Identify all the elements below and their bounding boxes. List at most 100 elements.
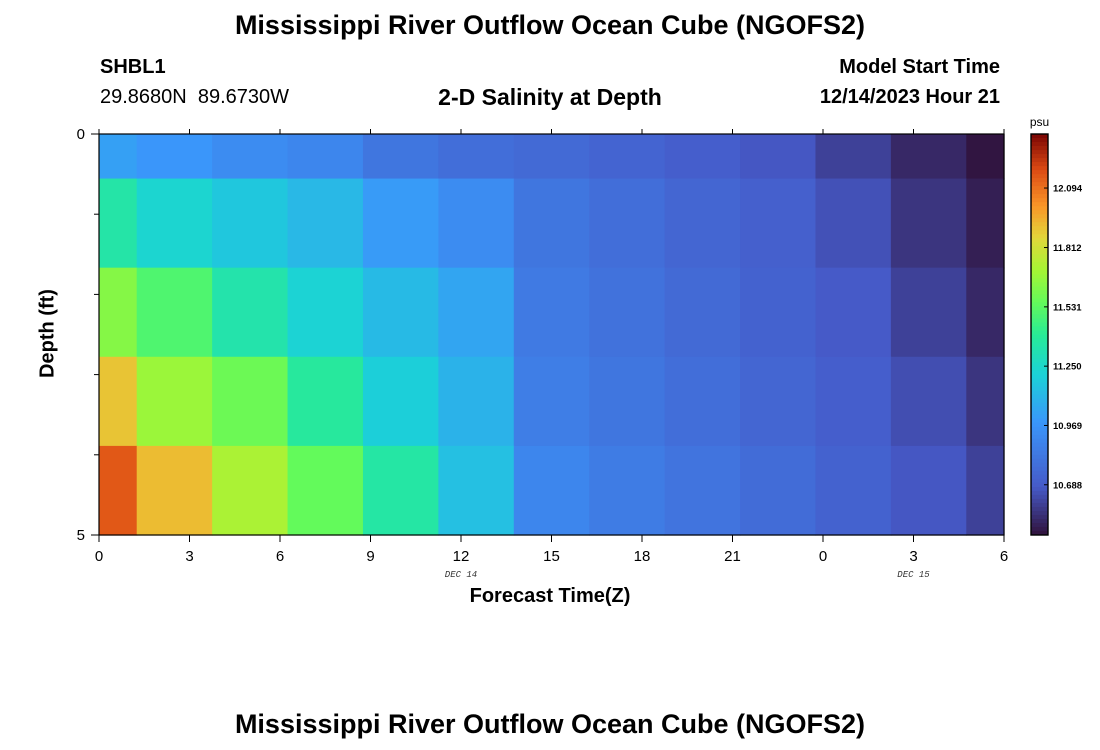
colorbar-segment: [1031, 178, 1048, 183]
colorbar-segment: [1031, 386, 1048, 392]
y-axis-ticks: 05: [77, 126, 99, 544]
heatmap-cell: [815, 178, 892, 269]
heatmap-cell: [136, 178, 213, 269]
heatmap-cell: [99, 356, 138, 447]
x-tick-label: 18: [634, 548, 651, 565]
colorbar-segment: [1031, 314, 1048, 319]
heatmap-cell: [589, 134, 666, 180]
colorbar-segment: [1031, 486, 1048, 492]
heatmap-cell: [589, 445, 666, 536]
heatmap-cell: [966, 178, 1005, 269]
colorbar-segment: [1031, 350, 1048, 356]
colorbar-segment: [1031, 450, 1048, 456]
colorbar-segment: [1031, 478, 1048, 484]
heatmap-cell: [212, 134, 289, 180]
page-title-bottom: Mississippi River Outflow Ocean Cube (NG…: [234, 709, 866, 739]
y-tick-label: 5: [77, 527, 85, 544]
colorbar-tick-label: 11.250: [1053, 362, 1082, 373]
colorbar-segment: [1031, 514, 1048, 520]
colorbar-segment: [1031, 326, 1048, 331]
heatmap-cell: [966, 134, 1005, 180]
colorbar-segment: [1031, 362, 1048, 368]
colorbar-segment: [1031, 474, 1048, 480]
station-id: SHBL1: [100, 56, 166, 78]
colorbar-segment: [1031, 494, 1048, 500]
colorbar-segment: [1031, 138, 1048, 143]
colorbar-segment: [1031, 150, 1048, 155]
colorbar-segment: [1031, 330, 1048, 335]
colorbar-segment: [1031, 394, 1048, 400]
heatmap-cell: [890, 267, 967, 358]
colorbar-frame: [1030, 133, 1049, 536]
colorbar-segment: [1031, 402, 1048, 408]
colorbar-segment: [1031, 198, 1048, 203]
colorbar-segment: [1031, 406, 1048, 412]
date-label: DEC 15: [897, 570, 930, 580]
heatmap-cell: [513, 134, 590, 180]
colorbar-segment: [1031, 194, 1048, 199]
colorbar-segment: [1031, 250, 1048, 255]
heatmap-cell: [136, 267, 213, 358]
colorbar-segment: [1031, 202, 1048, 207]
colorbar-tick-label: 10.969: [1053, 421, 1082, 432]
x-axis-ticks: 0 3 6 9 12 15 18 21 0 3 6: [95, 129, 1008, 565]
heatmap-cell: [589, 267, 666, 358]
colorbar-segment: [1031, 366, 1048, 372]
colorbar-segment: [1031, 254, 1048, 259]
station-coords: 29.8680N 89.6730W: [100, 86, 290, 108]
heatmap-cell: [287, 445, 364, 536]
colorbar-segment: [1031, 266, 1048, 271]
heatmap-cell: [740, 356, 817, 447]
heatmap-cell: [287, 178, 364, 269]
colorbar-segment: [1031, 446, 1048, 452]
x-tick-label: 15: [543, 548, 560, 565]
colorbar-tick-label: 11.531: [1053, 302, 1082, 313]
heatmap-cell: [362, 445, 439, 536]
heatmap-cell: [287, 356, 364, 447]
heatmap-cell: [287, 134, 364, 180]
heatmap-cell: [740, 445, 817, 536]
colorbar-segment: [1031, 294, 1048, 299]
colorbar-segment: [1031, 274, 1048, 279]
colorbar-segment: [1031, 146, 1048, 151]
colorbar-segment: [1031, 502, 1048, 508]
heatmap-cell: [136, 445, 213, 536]
colorbar-segment: [1031, 170, 1048, 175]
colorbar-segment: [1031, 318, 1048, 323]
heatmap-cell: [890, 445, 967, 536]
colorbar-segment: [1031, 210, 1048, 215]
x-tick-label: 21: [724, 548, 741, 565]
colorbar-segment: [1031, 174, 1048, 179]
colorbar-segment: [1031, 462, 1048, 468]
heatmap-cell: [890, 178, 967, 269]
heatmap-cell: [815, 445, 892, 536]
colorbar-segment: [1031, 310, 1048, 315]
colorbar-segment: [1031, 522, 1048, 528]
heatmap-cell: [966, 267, 1005, 358]
x-tick-label: 3: [185, 548, 193, 565]
colorbar-segment: [1031, 334, 1048, 340]
colorbar-segment: [1031, 418, 1048, 424]
colorbar-segment: [1031, 410, 1048, 416]
heatmap-cell: [362, 134, 439, 180]
y-tick-label: 0: [77, 126, 85, 143]
model-start-value: 12/14/2023 Hour 21: [819, 86, 1000, 108]
heatmap-cell: [890, 356, 967, 447]
heatmap-cell: [589, 178, 666, 269]
colorbar-segment: [1031, 426, 1048, 432]
colorbar-segment: [1031, 206, 1048, 211]
colorbar-segment: [1031, 282, 1048, 287]
heatmap-cell: [740, 267, 817, 358]
colorbar-segment: [1031, 222, 1048, 227]
colorbar-segment: [1031, 498, 1048, 504]
colorbar-segment: [1031, 290, 1048, 295]
x-tick-label: 6: [276, 548, 284, 565]
heatmap-cell: [136, 356, 213, 447]
colorbar-unit: psu: [1030, 115, 1049, 129]
colorbar-segment: [1031, 434, 1048, 440]
colorbar-segment: [1031, 242, 1048, 247]
colorbar-segment: [1031, 374, 1048, 380]
heatmap-cell: [815, 356, 892, 447]
colorbar-segment: [1031, 190, 1048, 195]
colorbar-segment: [1031, 398, 1048, 404]
